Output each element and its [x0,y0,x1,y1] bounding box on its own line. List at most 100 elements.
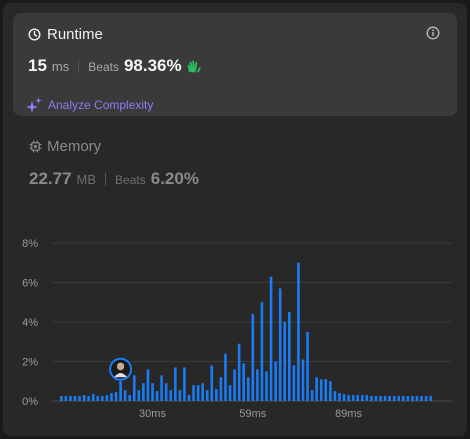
bar[interactable] [415,396,419,401]
bar[interactable] [105,395,109,401]
bar[interactable] [347,395,350,401]
bar[interactable] [319,379,323,401]
x-tick-label: 59ms [239,408,266,420]
bar[interactable] [164,383,168,401]
bar[interactable] [333,391,337,401]
bar[interactable] [388,396,391,401]
bar[interactable] [402,396,405,401]
bar[interactable] [297,262,300,401]
y-tick-label: 6% [22,278,38,290]
memory-header[interactable]: Memory [29,138,101,155]
bar[interactable] [183,367,186,401]
runtime-beats-label: Beats [88,60,119,74]
bar[interactable] [315,377,318,401]
bar[interactable] [260,302,264,401]
bar[interactable] [196,385,200,401]
bar[interactable] [233,369,236,401]
bar[interactable] [91,394,95,401]
y-tick-label: 4% [22,317,38,329]
bar[interactable] [69,396,72,401]
bar[interactable] [278,288,282,401]
bar[interactable] [96,396,100,401]
bar[interactable] [114,392,118,401]
memory-beats-label: Beats [115,173,146,187]
bar[interactable] [246,377,250,401]
runtime-beats-value: 98.36% [123,56,182,75]
bar[interactable] [215,389,218,401]
bar[interactable] [73,396,77,401]
bar[interactable] [420,396,423,401]
divider [105,172,107,186]
bar[interactable] [374,396,378,401]
bar[interactable] [132,375,136,401]
bar[interactable] [360,395,364,401]
bar[interactable] [411,396,414,401]
bar[interactable] [128,395,131,401]
bar[interactable] [146,369,150,401]
bar[interactable] [338,393,341,401]
bar[interactable] [365,395,369,401]
bar[interactable] [370,396,373,401]
bar[interactable] [178,390,182,401]
analyze-complexity-link[interactable]: Analyze Complexity [26,97,153,113]
bar[interactable] [429,396,432,401]
bar[interactable] [110,393,113,401]
bar[interactable] [237,343,241,401]
bar[interactable] [342,394,346,401]
bar[interactable] [242,363,245,401]
bar[interactable] [397,396,401,401]
bar[interactable] [205,390,209,401]
bar[interactable] [174,367,177,401]
bar[interactable] [351,395,355,401]
bar[interactable] [82,395,86,401]
bar[interactable] [201,383,204,401]
bar[interactable] [310,390,314,401]
bar[interactable] [155,391,159,401]
bar[interactable] [101,396,104,401]
bar[interactable] [123,390,127,401]
bar[interactable] [251,314,255,401]
bar[interactable] [60,396,63,401]
runtime-header: Runtime [28,26,103,43]
runtime-card[interactable]: Runtime 15 ms Beats 98.36% Analyze Compl… [13,13,457,116]
bar[interactable] [392,396,396,401]
avatar[interactable] [109,357,133,381]
bar[interactable] [329,381,332,401]
bar[interactable] [256,369,259,401]
bar[interactable] [64,396,68,401]
bar[interactable] [383,396,387,401]
bar[interactable] [292,365,296,401]
bar[interactable] [274,361,277,402]
bar[interactable] [228,385,232,401]
bar[interactable] [169,390,173,401]
runtime-value: 15 [28,56,47,75]
bar[interactable] [137,390,141,401]
bar[interactable] [151,383,154,401]
sparkle-icon [26,97,42,113]
bar[interactable] [119,381,122,401]
bar[interactable] [301,359,305,401]
bar[interactable] [78,396,81,401]
bar[interactable] [192,385,195,401]
bar[interactable] [288,312,291,401]
bar[interactable] [210,365,214,401]
bar[interactable] [160,375,163,401]
bar[interactable] [224,353,227,401]
bar[interactable] [406,396,410,401]
info-icon[interactable] [426,26,440,45]
bar[interactable] [424,396,428,401]
memory-unit: MB [76,172,97,187]
bar[interactable] [269,276,273,401]
bar[interactable] [379,396,382,401]
bar[interactable] [356,395,359,401]
bar[interactable] [306,331,309,401]
bar[interactable] [142,383,145,401]
bar[interactable] [219,377,223,401]
bar[interactable] [265,371,268,401]
bar[interactable] [187,395,191,401]
bar[interactable] [283,322,287,401]
bar[interactable] [87,396,90,401]
bar[interactable] [324,379,328,401]
memory-value: 22.77 [29,169,72,188]
